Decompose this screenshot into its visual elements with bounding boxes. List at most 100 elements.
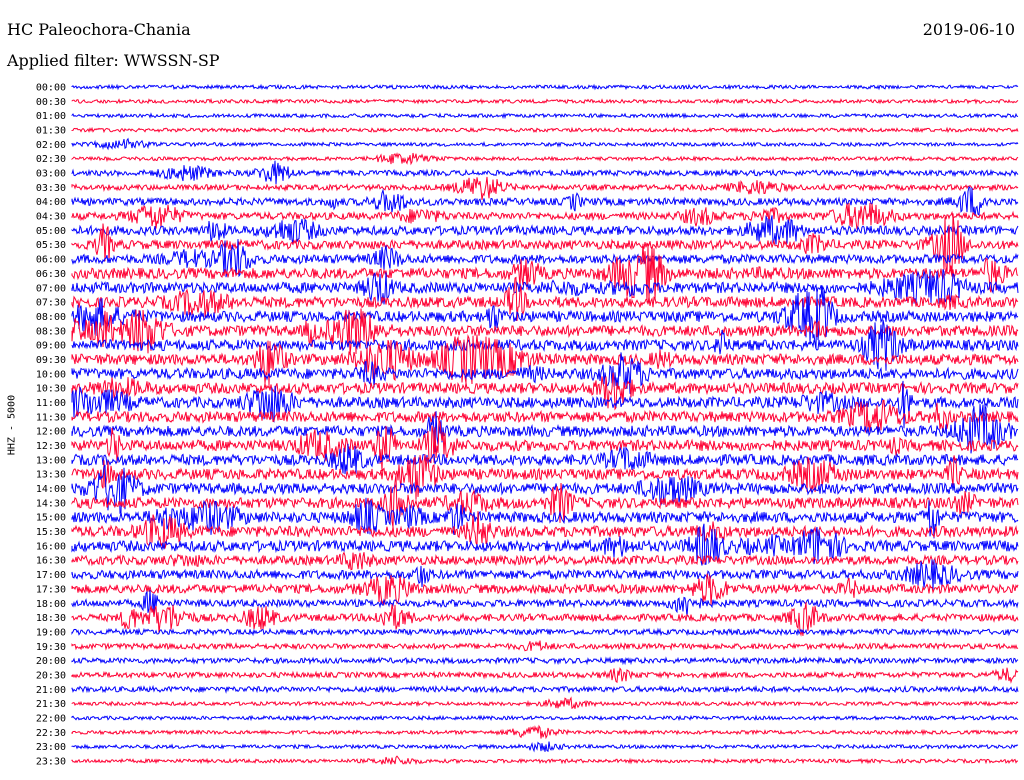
filter-label: Applied filter: WWSSN-SP bbox=[7, 51, 220, 70]
trace-time-label: 06:30 bbox=[36, 269, 66, 280]
trace-time-label: 17:00 bbox=[36, 570, 66, 581]
trace-time-label: 03:30 bbox=[36, 183, 66, 194]
trace-time-label: 08:30 bbox=[36, 326, 66, 337]
seismic-trace bbox=[71, 640, 1019, 652]
trace-time-label: 18:00 bbox=[36, 599, 66, 610]
seismic-trace bbox=[71, 454, 1019, 500]
seismic-trace bbox=[71, 696, 1019, 709]
trace-time-label: 17:30 bbox=[36, 584, 66, 595]
seismic-trace bbox=[71, 243, 1019, 303]
seismic-trace bbox=[71, 497, 1019, 539]
seismic-trace bbox=[71, 523, 1019, 566]
trace-time-label: 18:30 bbox=[36, 613, 66, 624]
trace-time-label: 04:00 bbox=[36, 197, 66, 208]
trace-time-label: 10:30 bbox=[36, 384, 66, 395]
seismic-trace bbox=[71, 551, 1019, 571]
trace-time-label: 13:30 bbox=[36, 470, 66, 481]
seismic-trace bbox=[71, 126, 1019, 134]
trace-time-label: 12:30 bbox=[36, 441, 66, 452]
seismic-trace bbox=[71, 269, 1019, 305]
date-label: 2019-06-10 bbox=[922, 20, 1015, 39]
trace-time-label: 08:00 bbox=[36, 312, 66, 323]
trace-time-label: 09:00 bbox=[36, 341, 66, 352]
seismic-trace bbox=[71, 399, 1019, 434]
trace-time-label: 11:00 bbox=[36, 398, 66, 409]
seismic-trace bbox=[71, 319, 1019, 371]
seismic-trace bbox=[71, 372, 1019, 411]
trace-time-label: 10:00 bbox=[36, 369, 66, 380]
trace-time-label: 12:00 bbox=[36, 427, 66, 438]
trace-time-label: 16:30 bbox=[36, 556, 66, 567]
trace-time-label: 01:00 bbox=[36, 111, 66, 122]
trace-time-label: 13:00 bbox=[36, 455, 66, 466]
trace-time-label: 11:30 bbox=[36, 412, 66, 423]
seismic-trace bbox=[71, 160, 1019, 185]
seismic-trace bbox=[71, 152, 1019, 166]
seismic-trace bbox=[71, 559, 1019, 590]
trace-time-label: 22:30 bbox=[36, 728, 66, 739]
trace-time-label: 21:00 bbox=[36, 685, 66, 696]
trace-time-label: 02:30 bbox=[36, 154, 66, 165]
seismic-trace bbox=[71, 741, 1019, 753]
seismic-trace bbox=[71, 276, 1019, 322]
seismic-trace bbox=[71, 98, 1019, 105]
trace-time-label: 06:00 bbox=[36, 255, 66, 266]
seismic-trace bbox=[71, 186, 1019, 217]
trace-time-label: 20:30 bbox=[36, 670, 66, 681]
seismic-trace bbox=[71, 419, 1019, 472]
seismic-trace bbox=[71, 239, 1019, 278]
seismic-trace bbox=[71, 714, 1019, 722]
seismic-trace bbox=[71, 474, 1019, 528]
trace-time-label: 04:30 bbox=[36, 212, 66, 223]
seismic-trace bbox=[71, 83, 1019, 91]
seismic-trace bbox=[71, 285, 1019, 349]
seismic-trace bbox=[71, 602, 1019, 637]
trace-time-label: 15:00 bbox=[36, 513, 66, 524]
seismic-trace bbox=[71, 656, 1019, 666]
seismic-trace bbox=[71, 308, 1019, 355]
seismic-trace bbox=[71, 590, 1019, 617]
trace-time-label: 03:00 bbox=[36, 169, 66, 180]
station-title: HC Paleochora-Chania bbox=[7, 20, 191, 39]
seismic-trace bbox=[71, 112, 1019, 120]
seismic-trace bbox=[71, 213, 1019, 277]
seismic-trace bbox=[71, 755, 1019, 766]
trace-time-label: 01:30 bbox=[36, 126, 66, 137]
trace-time-label: 14:30 bbox=[36, 498, 66, 509]
seismic-trace bbox=[71, 667, 1019, 684]
trace-time-label: 00:30 bbox=[36, 97, 66, 108]
trace-time-label: 07:00 bbox=[36, 283, 66, 294]
seismic-trace bbox=[71, 202, 1019, 230]
seismic-trace bbox=[71, 511, 1019, 549]
trace-time-label: 20:00 bbox=[36, 656, 66, 667]
trace-time-label: 14:00 bbox=[36, 484, 66, 495]
seismic-trace bbox=[71, 404, 1019, 454]
seismic-trace bbox=[71, 627, 1019, 637]
trace-time-label: 07:30 bbox=[36, 298, 66, 309]
seismic-trace bbox=[71, 137, 1019, 151]
seismic-trace bbox=[71, 684, 1019, 694]
trace-time-label: 09:30 bbox=[36, 355, 66, 366]
trace-time-label: 19:30 bbox=[36, 642, 66, 653]
seismic-trace bbox=[71, 380, 1019, 429]
trace-time-label: 21:30 bbox=[36, 699, 66, 710]
trace-time-label: 02:00 bbox=[36, 140, 66, 151]
trace-time-label: 22:00 bbox=[36, 713, 66, 724]
trace-time-label: 16:00 bbox=[36, 541, 66, 552]
seismic-trace bbox=[71, 573, 1019, 606]
seismic-trace bbox=[71, 464, 1019, 514]
seismic-trace bbox=[71, 724, 1019, 740]
trace-time-label: 19:00 bbox=[36, 627, 66, 638]
trace-time-label: 23:00 bbox=[36, 742, 66, 753]
trace-time-label: 00:00 bbox=[36, 83, 66, 94]
seismic-trace bbox=[71, 333, 1019, 387]
trace-time-label: 05:30 bbox=[36, 240, 66, 251]
trace-time-label: 23:30 bbox=[36, 757, 66, 768]
seismic-trace bbox=[71, 215, 1019, 245]
trace-time-label: 05:00 bbox=[36, 226, 66, 237]
seismic-trace bbox=[71, 176, 1019, 201]
seismic-trace bbox=[71, 352, 1019, 394]
seismic-trace bbox=[71, 443, 1019, 475]
trace-time-label: 15:30 bbox=[36, 527, 66, 538]
